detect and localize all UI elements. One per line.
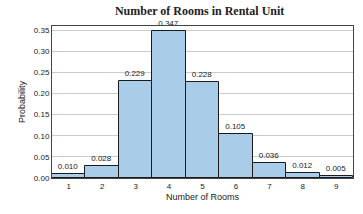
- svg-text:0.15: 0.15: [34, 110, 50, 119]
- svg-text:5: 5: [200, 182, 205, 191]
- svg-text:0.105: 0.105: [225, 122, 246, 131]
- svg-text:0.005: 0.005: [326, 164, 347, 173]
- svg-text:0.30: 0.30: [34, 47, 50, 56]
- svg-text:0.347: 0.347: [158, 19, 179, 28]
- svg-text:0.010: 0.010: [58, 162, 79, 171]
- svg-text:0.012: 0.012: [292, 161, 313, 170]
- svg-text:8: 8: [301, 182, 306, 191]
- svg-text:0.35: 0.35: [34, 26, 50, 35]
- svg-text:6: 6: [234, 182, 239, 191]
- svg-text:0.228: 0.228: [192, 70, 213, 79]
- svg-text:Probability: Probability: [17, 80, 27, 123]
- svg-text:4: 4: [167, 182, 172, 191]
- svg-text:0.25: 0.25: [34, 68, 50, 77]
- svg-text:0.00: 0.00: [34, 174, 50, 183]
- svg-text:0.10: 0.10: [34, 132, 50, 141]
- svg-text:0.028: 0.028: [91, 154, 112, 163]
- svg-text:Number of Rooms: Number of Rooms: [166, 192, 240, 202]
- svg-text:0.229: 0.229: [125, 69, 146, 78]
- svg-text:0.036: 0.036: [259, 151, 280, 160]
- svg-text:Number of Rooms in Rental Unit: Number of Rooms in Rental Unit: [115, 4, 284, 18]
- svg-text:1: 1: [66, 182, 71, 191]
- svg-text:2: 2: [100, 182, 105, 191]
- svg-text:0.05: 0.05: [34, 153, 50, 162]
- svg-text:3: 3: [133, 182, 138, 191]
- svg-text:9: 9: [334, 182, 339, 191]
- svg-text:0.20: 0.20: [34, 89, 50, 98]
- svg-text:7: 7: [267, 182, 272, 191]
